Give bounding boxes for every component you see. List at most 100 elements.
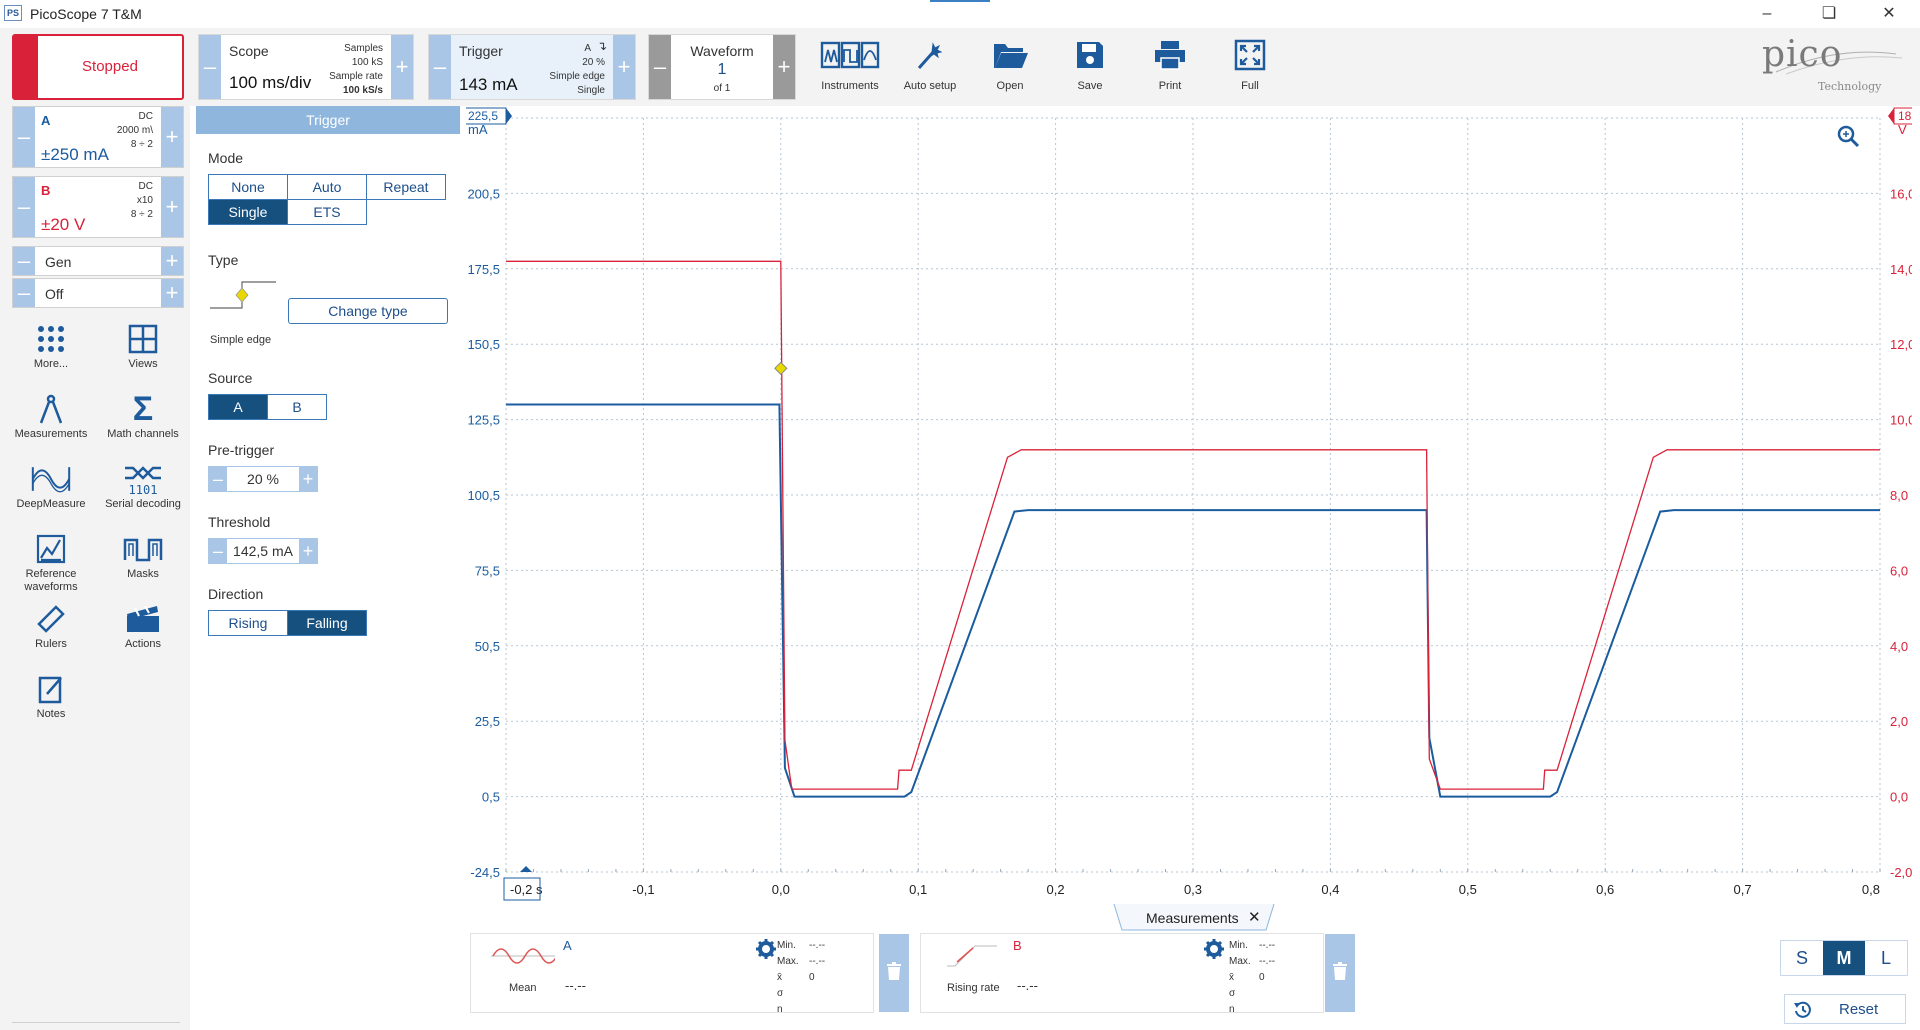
source-b-button[interactable]: B xyxy=(267,394,327,420)
threshold-increase-button[interactable]: + xyxy=(299,539,317,563)
left-axis-tick-label: 75,5 xyxy=(475,563,500,578)
left-axis-tick-label: 0,5 xyxy=(482,790,500,805)
gear-icon[interactable] xyxy=(1203,938,1225,960)
gear-icon[interactable] xyxy=(755,938,777,960)
signal-generator-state[interactable]: – + Off xyxy=(12,278,184,308)
pretrigger-increase-button[interactable]: + xyxy=(299,467,317,491)
waveform-index[interactable]: 1 xyxy=(717,61,727,78)
trigger-increase-button[interactable]: + xyxy=(613,35,635,99)
delete-measurement-b-button[interactable] xyxy=(1325,934,1355,1012)
channel-a-increase-button[interactable]: + xyxy=(161,107,183,167)
reset-button[interactable]: Reset xyxy=(1784,994,1906,1024)
math-channels-button[interactable]: Σ Math channels xyxy=(96,386,190,454)
auto-setup-label: Auto setup xyxy=(903,80,957,92)
direction-rising-button[interactable]: Rising xyxy=(208,610,288,636)
notes-button[interactable]: Notes xyxy=(4,666,98,734)
mode-single-button[interactable]: Single xyxy=(208,199,288,225)
change-type-button[interactable]: Change type xyxy=(288,298,448,324)
x-axis-handle-icon[interactable] xyxy=(520,866,532,872)
save-button[interactable]: Save xyxy=(1055,34,1125,102)
threshold-value[interactable]: 142,5 mA xyxy=(233,543,293,559)
minimize-button[interactable]: – xyxy=(1762,5,1772,22)
delete-measurement-a-button[interactable] xyxy=(879,934,909,1012)
auto-setup-button[interactable]: Auto setup xyxy=(895,34,965,102)
measurements-button[interactable]: Measurements xyxy=(4,386,98,454)
right-axis-tick-label: 6,0 xyxy=(1890,563,1908,578)
channel-b-decrease-button[interactable]: – xyxy=(13,177,35,237)
left-axis-handle-icon[interactable] xyxy=(506,108,512,124)
mode-ets-button[interactable]: ETS xyxy=(287,199,367,225)
run-stop-button[interactable]: Stopped xyxy=(12,34,184,100)
fullscreen-button[interactable]: Full xyxy=(1215,34,1285,102)
mode-repeat-button[interactable]: Repeat xyxy=(366,174,446,200)
app-icon: PS xyxy=(4,5,22,21)
right-axis-handle-icon[interactable] xyxy=(1888,108,1894,124)
gen-decrease-button[interactable]: – xyxy=(13,247,35,275)
channel-a-range[interactable]: ±250 mA xyxy=(41,145,109,164)
instruments-label: Instruments xyxy=(821,80,879,92)
zoom-icon[interactable] xyxy=(1837,125,1855,143)
auto-setup-icon xyxy=(917,42,943,69)
restore-button[interactable]: ❏ xyxy=(1821,5,1837,22)
channel-b-range[interactable]: ±20 V xyxy=(41,215,86,234)
pretrigger-value[interactable]: 20 % xyxy=(247,471,279,487)
source-a-button[interactable]: A xyxy=(208,394,268,420)
signal-generator-control[interactable]: – + Gen xyxy=(12,246,184,276)
actions-button[interactable]: Actions xyxy=(96,596,190,664)
rulers-button[interactable]: Rulers xyxy=(4,596,98,664)
mode-auto-button[interactable]: Auto xyxy=(287,174,367,200)
falling-edge-icon: ↴ xyxy=(596,39,607,53)
measurement-card-a[interactable]: A Mean --.-- Min. Max. x̄ σ n --.-- --.-- 0 xyxy=(470,933,909,1015)
reference-waveforms-icon xyxy=(36,534,66,564)
scope-view[interactable]: mA 225,5 200,5 175,5 150,5 125,5 100,5 75,5 50,5… xyxy=(463,106,1920,906)
sample-rate-value: 100 kS/s xyxy=(342,85,383,96)
mode-label: Mode xyxy=(208,150,244,166)
trash-icon xyxy=(1333,962,1347,980)
waveform-next-button[interactable]: + xyxy=(773,35,795,99)
views-button[interactable]: Views xyxy=(96,316,190,384)
deepmeasure-button[interactable]: DeepMeasure xyxy=(4,456,98,524)
channel-b-increase-button[interactable]: + xyxy=(161,177,183,237)
waveform-prev-button[interactable]: – xyxy=(649,35,671,99)
left-axis-tick-label: 50,5 xyxy=(475,639,500,654)
reset-label: Reset xyxy=(1839,1001,1879,1018)
channel-b-control[interactable]: – + B ±20 V DC x10 8 ÷ 2 xyxy=(12,176,184,238)
timebase-decrease-button[interactable]: – xyxy=(199,35,221,99)
timebase-value[interactable]: 100 ms/div xyxy=(229,73,312,92)
masks-button[interactable]: Masks xyxy=(96,526,190,594)
channel-a-decrease-button[interactable]: – xyxy=(13,107,35,167)
reference-waveforms-button[interactable]: Reference waveforms xyxy=(4,526,98,602)
instruments-button[interactable]: Instruments xyxy=(815,34,885,102)
close-button[interactable]: ✕ xyxy=(1882,5,1896,22)
gen-state-increase-button[interactable]: + xyxy=(161,279,183,307)
samples-value[interactable]: 100 kS xyxy=(351,57,383,68)
x-axis-start-box[interactable] xyxy=(503,877,541,901)
trigger-decrease-button[interactable]: – xyxy=(429,35,451,99)
samples-label: Samples xyxy=(344,43,383,54)
channel-a-control[interactable]: – + A ±250 mA DC 2000 m\ 8 ÷ 2 xyxy=(12,106,184,168)
measurements-tab[interactable]: Measurements ✕ xyxy=(1112,904,1276,932)
trigger-pretrigger: 20 % xyxy=(582,57,605,68)
trigger-level[interactable]: 143 mA xyxy=(459,75,518,94)
threshold-decrease-button[interactable]: – xyxy=(209,539,227,563)
open-button[interactable]: Open xyxy=(975,34,1045,102)
trash-icon xyxy=(887,962,901,980)
gen-state-decrease-button[interactable]: – xyxy=(13,279,35,307)
size-l-button[interactable]: L xyxy=(1880,948,1891,968)
serial-decoding-button[interactable]: 1101 Serial decoding xyxy=(96,456,190,524)
more-button[interactable]: More... xyxy=(4,316,98,384)
size-m-button[interactable]: M xyxy=(1823,941,1865,975)
close-icon[interactable]: ✕ xyxy=(1248,909,1261,926)
timebase-increase-button[interactable]: + xyxy=(391,35,413,99)
size-s-button[interactable]: S xyxy=(1795,948,1808,968)
title-bar: PS PicoScope 7 T&M – ❏ ✕ xyxy=(0,0,1920,28)
gen-increase-button[interactable]: + xyxy=(161,247,183,275)
pretrigger-decrease-button[interactable]: – xyxy=(209,467,227,491)
direction-falling-button[interactable]: Falling xyxy=(287,610,367,636)
measurement-card-b[interactable]: B Rising rate --.-- Min. Max. x̄ σ n --.-- -… xyxy=(920,933,1355,1015)
print-button[interactable]: Print xyxy=(1135,34,1205,102)
measurements-tab-shape xyxy=(1113,904,1275,931)
mode-none-button[interactable]: None xyxy=(208,174,288,200)
trigger-marker[interactable] xyxy=(774,361,788,376)
